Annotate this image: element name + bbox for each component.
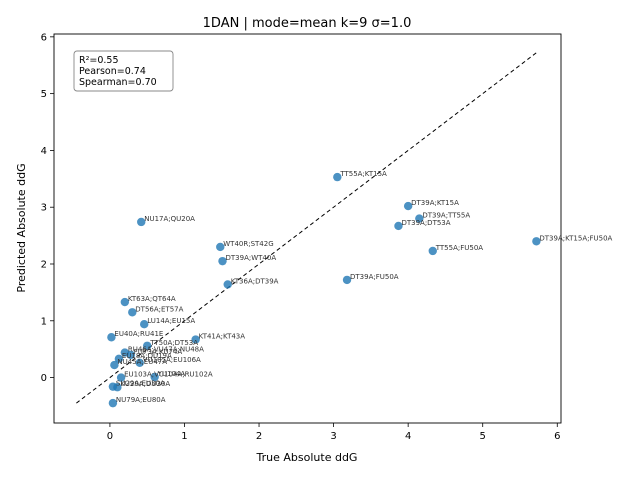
x-tick-label: 0 (107, 431, 113, 442)
data-point (150, 372, 159, 382)
point-label: KU29A;DU30A (120, 380, 170, 388)
data-point (107, 333, 116, 342)
point-label: KT63A;QT64A (128, 295, 176, 303)
stats-box-frame (73, 50, 174, 92)
y-axis-ticks: 0 1 2 3 4 5 6 (41, 32, 54, 384)
plot-frame (53, 33, 562, 424)
point-label: NU79A;EU80A (116, 396, 166, 404)
point-label: EU40A;RU41E (114, 330, 163, 338)
y-tick-label: 1 (41, 316, 47, 327)
point-label: RU46A;VU47A;NU48A (128, 346, 204, 354)
point-label: NU17A;QU20A (144, 215, 195, 223)
data-point (532, 237, 541, 246)
point-label: EU103A;VU104A;RU102A (124, 371, 213, 379)
data-point (113, 383, 122, 392)
point-labels-layer: TT55A;KT15A DT39A;KT15A DT39A;TT55ADT39A;D… (114, 170, 612, 404)
data-point (108, 398, 118, 408)
point-label: DT56A;ET57A (135, 305, 183, 313)
point-label: DT39A;KT15A (411, 199, 459, 207)
data-point (342, 275, 352, 285)
data-point (137, 217, 146, 227)
data-point (120, 297, 130, 307)
plot-area: TT55A;KT15A DT39A;KT15A DT39A;TT55ADT39A;D… (53, 33, 613, 424)
point-label: DT39A;TT55A (422, 212, 470, 220)
data-point (140, 319, 149, 329)
data-point (128, 308, 137, 317)
data-point (191, 335, 200, 344)
point-label: SU29A;EU30A (116, 380, 165, 388)
data-point (415, 214, 424, 223)
y-tick-label: 2 (41, 259, 47, 270)
y-tick-label: 4 (41, 146, 47, 157)
point-label: EU18A;QU19A (122, 352, 172, 360)
y-tick-label: 0 (41, 373, 47, 384)
x-axis-ticks: 0 1 2 3 4 5 6 (107, 423, 560, 442)
y-tick-label: 5 (41, 89, 47, 100)
point-label: KT36A;DT39A (231, 277, 279, 285)
point-label: DT39A;KT15A;FU50A (539, 234, 612, 242)
stats-spearman: Spearman=0.70 (79, 77, 157, 88)
data-point (116, 373, 126, 382)
y-tick-label: 6 (41, 32, 47, 43)
point-label: DT39A;FU50A (350, 273, 399, 281)
stats-box: R²=0.55 Pearson=0.74 Spearman=0.70 (73, 50, 174, 92)
point-label: YU104A (157, 370, 186, 378)
point-label: VU105A;EU106A (143, 356, 201, 364)
data-point (403, 201, 413, 211)
x-tick-label: 6 (554, 431, 560, 442)
point-label: TT55A;KT15A (339, 170, 387, 178)
data-point (142, 341, 152, 350)
point-label: TT55A;FU50A (435, 244, 484, 252)
x-tick-label: 1 (181, 431, 187, 442)
point-label: TT50A;DT53A (149, 339, 198, 347)
points-layer (107, 172, 541, 408)
data-point (216, 242, 225, 252)
x-tick-label: 4 (405, 431, 411, 442)
point-label: KT41A;KT43A (199, 333, 246, 341)
data-point (428, 246, 437, 256)
point-label: DT39A;WT40A (226, 254, 277, 262)
point-label: WT40R;ST42G (223, 240, 273, 248)
y-tick-label: 3 (41, 203, 47, 214)
x-tick-label: 5 (480, 431, 486, 442)
data-point (114, 354, 124, 364)
data-point (218, 256, 227, 266)
identity-line (76, 52, 537, 404)
data-point (223, 280, 232, 289)
point-label: LU14A;EU15A (147, 317, 195, 325)
data-point (135, 358, 144, 368)
point-label: FU73A;KU74A (134, 348, 183, 356)
data-point (394, 221, 403, 231)
x-tick-label: 2 (256, 431, 262, 442)
data-point (110, 360, 119, 370)
x-axis-label: True Absolute ddG (256, 451, 358, 464)
x-tick-label: 3 (330, 431, 336, 442)
y-axis-label: Predicted Absolute ddG (15, 163, 28, 292)
data-point (333, 172, 342, 182)
point-label: DT39A;DT53A (401, 219, 450, 227)
data-point (126, 350, 135, 360)
point-label: NU45A;EU47A (117, 358, 167, 366)
stats-r2: R²=0.55 (79, 55, 119, 66)
chart-title: 1DAN | mode=mean k=9 σ=1.0 (203, 16, 412, 31)
stats-pearson: Pearson=0.74 (79, 66, 146, 77)
